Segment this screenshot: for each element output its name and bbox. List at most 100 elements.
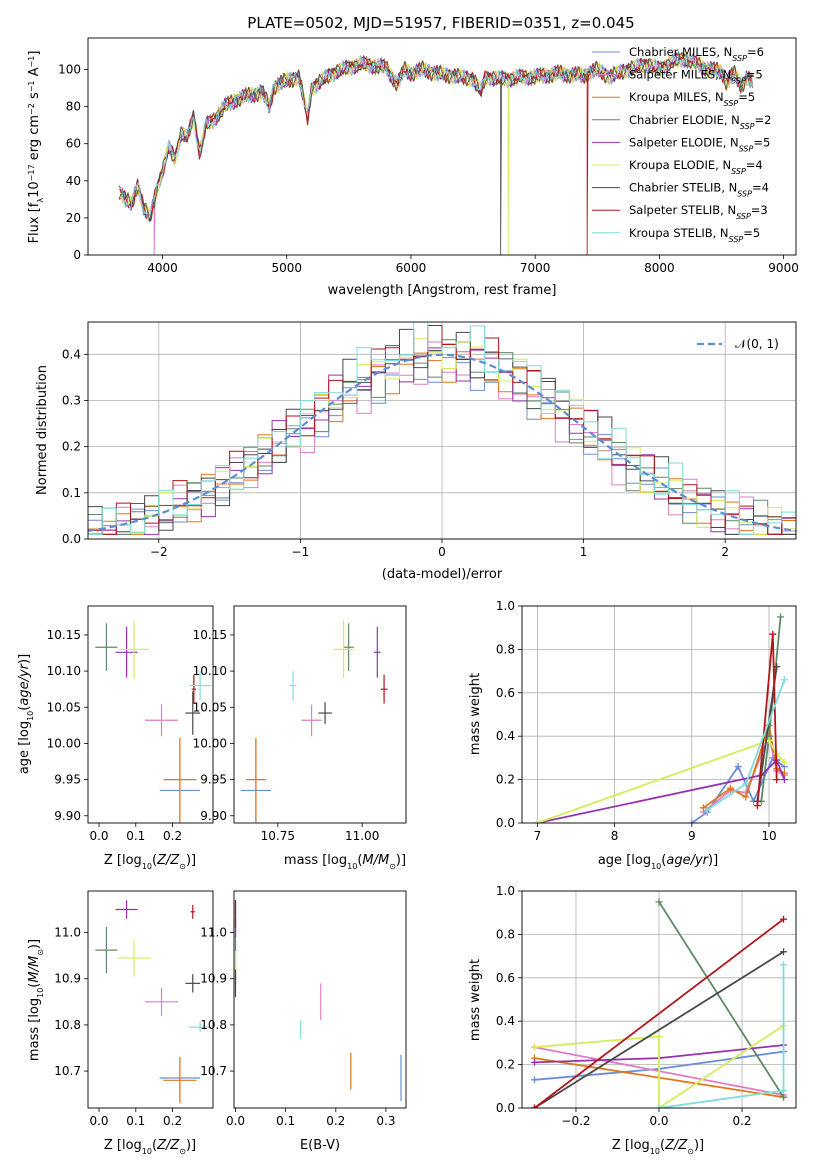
y-tick-label: 10.05 — [193, 700, 227, 714]
weight-marker — [533, 819, 541, 823]
histogram-lines — [88, 322, 796, 535]
y-tick-label: 0.0 — [62, 532, 81, 546]
x-tick-label: 10.75 — [261, 829, 295, 843]
weight-marker — [530, 1104, 538, 1108]
y-tick-label: 0.0 — [496, 1101, 515, 1115]
y-tick-label: 0.8 — [496, 927, 515, 941]
x-tick-label: −1 — [292, 545, 310, 559]
x-tick-label: 10 — [761, 829, 776, 843]
x-tick-label: 0 — [438, 545, 446, 559]
y-tick-label: 10.00 — [47, 736, 81, 750]
y-tick-label: 10.05 — [47, 700, 81, 714]
y-tick-label: 0.6 — [496, 686, 515, 700]
x-tick-label: 7 — [534, 829, 542, 843]
y-tick-label: 10.9 — [54, 972, 81, 986]
y-tick-label: 9.95 — [200, 773, 227, 787]
mass-vs-ebv-x-label: E(B-V) — [300, 1138, 340, 1153]
age-vs-mass-x-label: mass [log10(M/M⊙)] — [284, 853, 406, 871]
age_vs_mass-points — [240, 620, 388, 823]
weight-marker — [777, 613, 785, 621]
axes-frame — [87, 605, 214, 824]
x-tick-label: 0.1 — [126, 829, 145, 843]
axes-frame — [87, 890, 214, 1109]
x-tick-label: 9 — [688, 829, 696, 843]
weight-vs-age-x-label: age [log10(age/yr)] — [598, 853, 718, 871]
axes-frame — [87, 37, 797, 256]
weight-marker — [734, 763, 742, 771]
x-tick-label: 0.2 — [326, 1114, 345, 1128]
mass-vs-z-x-label: Z [log10(Z/Z⊙)] — [104, 1138, 196, 1156]
x-tick-label: 1 — [580, 545, 588, 559]
mass_vs_ebv-axes — [230, 932, 387, 1112]
weight-marker — [688, 819, 696, 823]
age_vs_mass-axes — [230, 634, 363, 827]
y-tick-label: 0.3 — [62, 393, 81, 407]
weight-marker — [742, 793, 750, 801]
histogram-kroupa-stelib — [88, 322, 796, 535]
x-tick-label: 0.3 — [376, 1114, 395, 1128]
y-tick-label: 10.9 — [200, 972, 227, 986]
spectrum-lines — [118, 51, 753, 255]
age-vs-z-x-label: Z [log10(Z/Z⊙)] — [104, 853, 196, 871]
weight-marker — [769, 630, 777, 638]
weight-marker — [530, 1058, 538, 1066]
legend-entry: Salpeter ELODIE, NSSP=5 — [629, 135, 770, 153]
legend-entry: Kroupa MILES, NSSP=5 — [629, 90, 755, 108]
legend-entry: Salpeter MILES, NSSP=5 — [629, 68, 763, 86]
x-tick-label: 9000 — [768, 261, 799, 275]
y-tick-label: 0 — [73, 248, 81, 262]
y-tick-label: 9.95 — [54, 773, 81, 787]
x-tick-label: 0.1 — [276, 1114, 295, 1128]
weight-marker — [699, 804, 707, 812]
weight-marker — [780, 676, 788, 684]
y-tick-label: 80 — [66, 100, 81, 114]
spectrum-line-kroupa-stelib — [118, 53, 753, 221]
weight-marker — [753, 802, 761, 810]
age_vs_z-points — [95, 620, 212, 823]
weight-marker — [780, 776, 788, 784]
figure-title: PLATE=0502, MJD=51957, FIBERID=0351, z=0… — [247, 14, 634, 32]
residuals-y-label: Normed distribution — [35, 365, 50, 495]
x-tick-label: 0.2 — [163, 1114, 182, 1128]
y-tick-label: 40 — [66, 174, 81, 188]
weight-line — [702, 733, 785, 813]
weight-marker — [780, 758, 788, 766]
y-tick-label: 10.15 — [47, 628, 81, 642]
spectrum-axes — [84, 69, 784, 259]
y-tick-label: 9.90 — [200, 809, 227, 823]
x-tick-label: 6000 — [396, 261, 427, 275]
y-tick-label: 10.8 — [54, 1018, 81, 1032]
mass_vs_z-points — [95, 900, 212, 1104]
histogram-kroupa-elodie — [88, 338, 796, 535]
y-tick-label: 10.15 — [193, 628, 227, 642]
axes-frame — [233, 605, 407, 824]
y-tick-label: 0.2 — [496, 773, 515, 787]
y-tick-label: 0.4 — [496, 1014, 515, 1028]
y-tick-label: 10.10 — [193, 664, 227, 678]
y-tick-label: 0.4 — [62, 347, 81, 361]
weight-vs-z-y-label: mass weight — [468, 959, 483, 1041]
legend-entry: Chabrier STELIB, NSSP=4 — [629, 181, 769, 199]
weight-line — [658, 901, 785, 1098]
legend-entry: Kroupa STELIB, NSSP=5 — [629, 226, 760, 244]
y-tick-label: 11.0 — [200, 926, 227, 940]
y-tick-label: 10.8 — [200, 1018, 227, 1032]
y-tick-label: 10.10 — [47, 664, 81, 678]
x-tick-label: 7000 — [520, 261, 551, 275]
x-tick-label: 0.0 — [89, 829, 108, 843]
weight-marker — [780, 1087, 788, 1095]
weight-marker — [780, 1093, 788, 1101]
weight-line — [537, 758, 786, 823]
y-tick-label: 1.0 — [496, 884, 515, 898]
legend-entry: Kroupa ELODIE, NSSP=4 — [629, 158, 763, 176]
mass_vs_ebv-points — [234, 900, 402, 1102]
weight-marker — [780, 961, 788, 969]
y-tick-label: 0.0 — [496, 816, 515, 830]
spectrum-line-kroupa-elodie — [118, 53, 753, 255]
y-tick-label: 11.0 — [54, 926, 81, 940]
x-tick-label: 0.1 — [126, 1114, 145, 1128]
axes-frame — [87, 321, 797, 540]
y-tick-label: 0.2 — [62, 440, 81, 454]
axes-frame — [521, 890, 797, 1109]
